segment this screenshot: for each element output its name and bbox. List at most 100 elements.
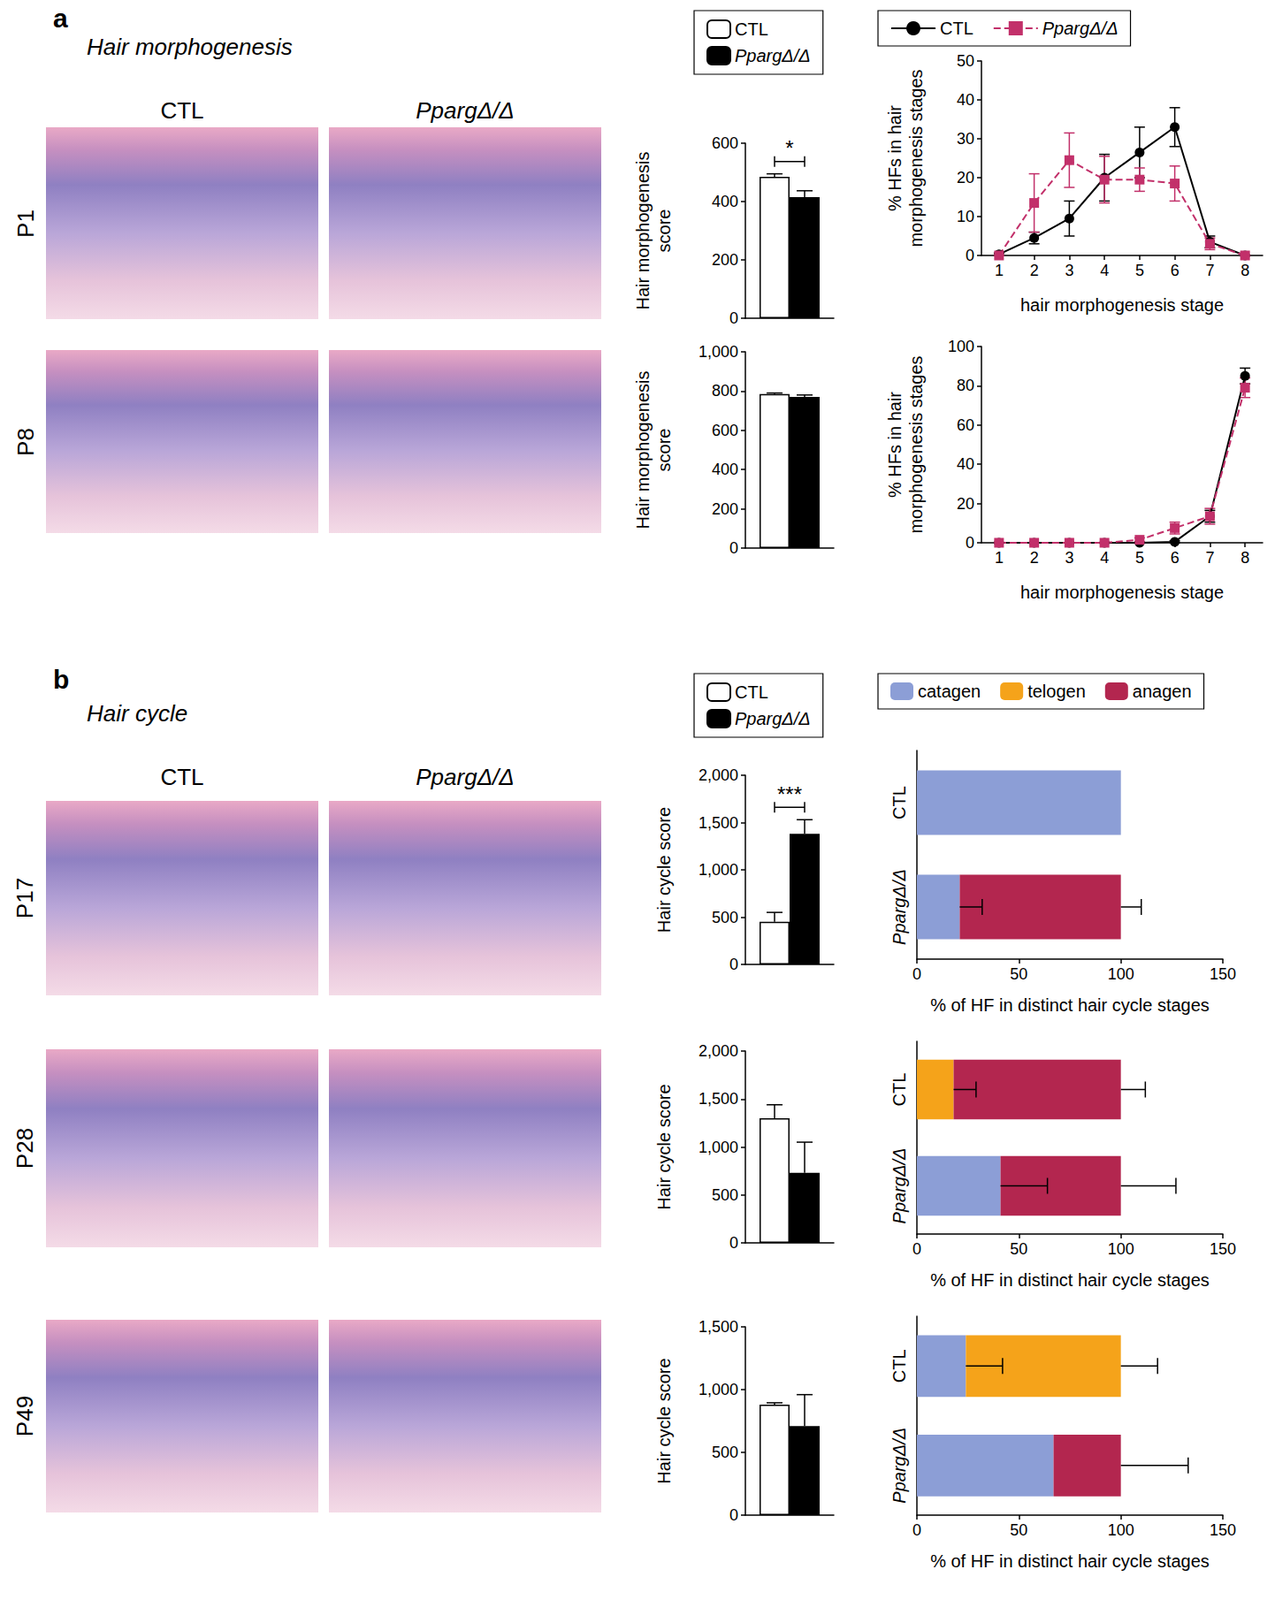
svg-text:50: 50 [1009, 1240, 1028, 1259]
svg-text:2: 2 [1030, 549, 1039, 567]
svg-text:2,000: 2,000 [698, 766, 739, 785]
svg-text:20: 20 [956, 168, 975, 187]
svg-text:0: 0 [912, 1240, 922, 1259]
svg-text:20: 20 [956, 495, 975, 513]
svg-text:80: 80 [956, 376, 975, 395]
svg-text:1,500: 1,500 [698, 1090, 739, 1108]
html-text:Hair morphogenesis: Hair morphogenesis [86, 33, 293, 61]
svg-text:morphogenesis stages: morphogenesis stages [906, 68, 926, 247]
svg-text:morphogenesis stages: morphogenesis stages [906, 355, 926, 534]
svg-text:0: 0 [729, 955, 739, 974]
svg-text:Hair cycle score: Hair cycle score [654, 1084, 674, 1210]
svg-text:600: 600 [711, 421, 739, 440]
svg-text:1,500: 1,500 [698, 1318, 739, 1337]
svg-text:1: 1 [994, 261, 1004, 280]
svg-text:PpargΔ/Δ: PpargΔ/Δ [889, 1148, 909, 1225]
svg-text:400: 400 [711, 460, 739, 479]
svg-text:% of HF in distinct hair cycle: % of HF in distinct hair cycle stages [930, 995, 1210, 1016]
svg-text:5: 5 [1135, 261, 1145, 280]
svg-text:% of HF in distinct hair cycle: % of HF in distinct hair cycle stages [930, 1270, 1210, 1291]
svg-text:100: 100 [1107, 965, 1135, 984]
svg-text:50: 50 [1009, 1521, 1028, 1540]
svg-text:*: * [785, 136, 794, 161]
svg-text:CTL: CTL [889, 1073, 909, 1108]
svg-text:0: 0 [912, 965, 922, 984]
svg-text:CTL: CTL [939, 18, 974, 39]
svg-text:1: 1 [994, 549, 1004, 567]
svg-text:500: 500 [711, 908, 739, 927]
svg-text:100: 100 [1107, 1521, 1135, 1540]
svg-text:CTL: CTL [734, 682, 769, 703]
svg-text:1,000: 1,000 [698, 1381, 739, 1399]
svg-text:PpargΔ/Δ: PpargΔ/Δ [734, 709, 811, 729]
svg-text:7: 7 [1205, 549, 1214, 567]
svg-text:10: 10 [956, 207, 975, 226]
svg-text:5: 5 [1135, 549, 1145, 567]
svg-text:PpargΔ/Δ: PpargΔ/Δ [889, 1427, 909, 1505]
svg-text:Hair cycle score: Hair cycle score [654, 1358, 674, 1484]
svg-text:0: 0 [912, 1521, 922, 1540]
svg-text:catagen: catagen [917, 681, 981, 702]
svg-text:hair morphogenesis stage: hair morphogenesis stage [1020, 295, 1224, 315]
svg-text:100: 100 [947, 337, 975, 356]
svg-text:% of HF in distinct hair cycle: % of HF in distinct hair cycle stages [930, 1551, 1210, 1572]
svg-text:4: 4 [1099, 261, 1109, 280]
html-text:P1: P1 [11, 209, 39, 238]
svg-text:% HFs in hair: % HFs in hair [885, 105, 905, 212]
svg-text:30: 30 [956, 129, 975, 148]
svg-text:CTL: CTL [889, 786, 909, 820]
svg-text:500: 500 [711, 1443, 739, 1462]
svg-text:0: 0 [729, 539, 739, 558]
svg-text:0: 0 [965, 246, 975, 265]
svg-text:PpargΔ/Δ: PpargΔ/Δ [734, 45, 811, 66]
svg-text:40: 40 [956, 91, 975, 109]
svg-text:1,000: 1,000 [698, 343, 739, 361]
svg-text:1,500: 1,500 [698, 814, 739, 833]
svg-text:% HFs in hair: % HFs in hair [885, 391, 905, 498]
svg-text:6: 6 [1170, 549, 1180, 567]
svg-text:CTL: CTL [734, 19, 769, 39]
svg-text:200: 200 [711, 251, 739, 269]
svg-text:PpargΔ/Δ: PpargΔ/Δ [889, 869, 909, 946]
svg-text:hair morphogenesis stage: hair morphogenesis stage [1020, 582, 1224, 603]
svg-text:telogen: telogen [1027, 681, 1086, 702]
svg-text:***: *** [777, 782, 802, 807]
svg-text:400: 400 [711, 192, 739, 211]
svg-text:3: 3 [1064, 261, 1074, 280]
svg-text:Hair morphogenesis: Hair morphogenesis [633, 371, 653, 530]
svg-text:4: 4 [1099, 549, 1109, 567]
svg-text:100: 100 [1107, 1240, 1135, 1259]
svg-text:40: 40 [956, 455, 975, 474]
svg-text:200: 200 [711, 500, 739, 519]
svg-text:0: 0 [729, 1234, 739, 1253]
svg-text:8: 8 [1240, 261, 1250, 280]
svg-text:1,000: 1,000 [698, 861, 739, 879]
svg-text:1,000: 1,000 [698, 1138, 739, 1157]
svg-text:0: 0 [965, 534, 975, 552]
svg-text:500: 500 [711, 1186, 739, 1205]
svg-text:Hair morphogenesis: Hair morphogenesis [633, 152, 653, 311]
svg-text:50: 50 [956, 52, 975, 70]
svg-text:CTL: CTL [889, 1349, 909, 1383]
svg-text:60: 60 [956, 416, 975, 435]
svg-text:150: 150 [1209, 1521, 1237, 1540]
svg-text:50: 50 [1009, 965, 1028, 984]
svg-text:6: 6 [1170, 261, 1180, 280]
svg-text:2: 2 [1030, 261, 1039, 280]
svg-text:2,000: 2,000 [698, 1042, 739, 1061]
svg-text:score: score [654, 428, 674, 473]
svg-text:600: 600 [711, 134, 739, 153]
svg-text:Hair cycle score: Hair cycle score [654, 807, 674, 933]
svg-text:150: 150 [1209, 1240, 1237, 1259]
svg-text:PpargΔ/Δ: PpargΔ/Δ [1042, 18, 1119, 39]
svg-text:score: score [654, 209, 674, 253]
svg-text:800: 800 [711, 381, 739, 400]
svg-text:150: 150 [1209, 965, 1237, 984]
svg-text:3: 3 [1064, 549, 1074, 567]
html-text:P8: P8 [11, 427, 39, 456]
svg-text:7: 7 [1205, 261, 1214, 280]
svg-text:8: 8 [1240, 549, 1250, 567]
svg-text:0: 0 [729, 309, 739, 328]
svg-text:0: 0 [729, 1506, 739, 1525]
svg-text:anagen: anagen [1132, 681, 1192, 702]
